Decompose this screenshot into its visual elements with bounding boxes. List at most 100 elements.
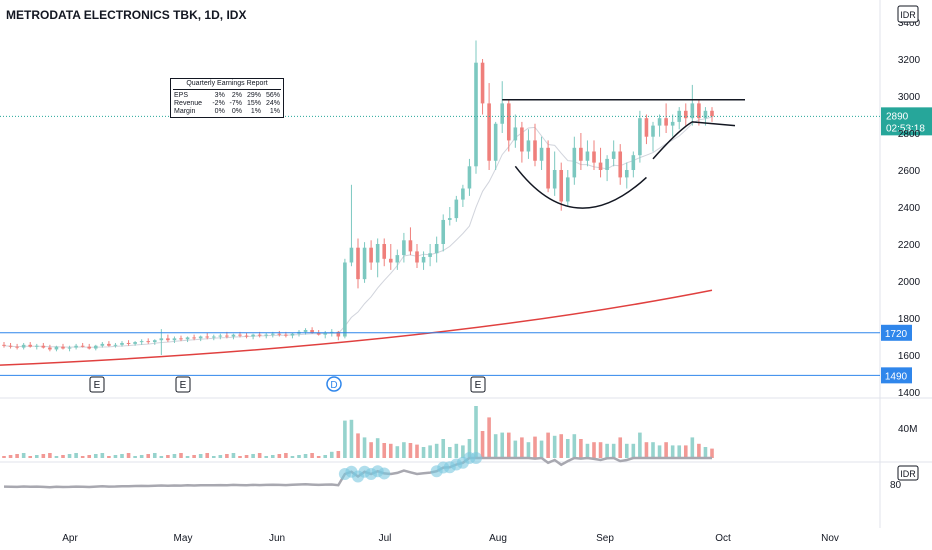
volume-bar [126, 453, 131, 458]
candle-body [192, 337, 196, 339]
row-label: Margin [174, 108, 196, 115]
candle-body [474, 62, 478, 167]
volume-bar [21, 453, 26, 458]
support-price-tag [881, 324, 912, 341]
x-tick-label: Nov [821, 533, 839, 544]
candle-body [323, 332, 328, 335]
volume-bar [565, 439, 570, 458]
earnings-marker [470, 376, 486, 393]
currency-badge [897, 5, 919, 23]
volume-bar [211, 456, 216, 458]
earnings-title: Quarterly Earnings Report [173, 80, 281, 90]
volume-bar [198, 454, 203, 458]
candle-body [487, 103, 491, 161]
candle-body [480, 62, 485, 104]
candle-body [500, 103, 505, 124]
volume-bar [290, 456, 295, 458]
volume-bar [690, 437, 695, 458]
volume-bar [670, 445, 675, 458]
candle-body [198, 336, 203, 339]
price-axis: 3400 3200 3000 2800 2600 2400 2200 2000 1800 1600… [897, 5, 921, 399]
rsi-highlight [378, 467, 391, 480]
cell: 24% [265, 100, 280, 107]
volume-bar [244, 455, 249, 458]
volume-bar [100, 453, 105, 458]
currency-badge-text: IDR [900, 10, 916, 20]
volume-bar [54, 456, 59, 458]
y-tick-label: 2800 [898, 129, 921, 140]
candle-body [80, 345, 85, 347]
volume-bar [2, 456, 6, 458]
candle-body [375, 244, 380, 263]
candle-body [611, 151, 616, 159]
volume-bar [8, 455, 13, 458]
volume-bar [113, 455, 118, 458]
cell: 1% [250, 108, 261, 115]
y-tick-label: 2000 [898, 277, 921, 288]
candle-body [28, 344, 33, 347]
earnings-row-revenue: Revenue -2% -7% 15% 24% [173, 100, 281, 108]
volume-bar [316, 456, 321, 458]
candle-body [677, 110, 682, 122]
candle-body [651, 125, 655, 137]
candle-body [644, 118, 649, 137]
candle-body [349, 247, 354, 263]
volume-bar [284, 453, 288, 458]
volume-bar [533, 436, 537, 458]
support-price-tag [881, 367, 912, 384]
volume-bar [74, 453, 78, 458]
earnings-marker [89, 376, 105, 393]
y-tick-label: 1400 [898, 388, 921, 399]
volume-bar [605, 443, 609, 458]
candle-body [703, 110, 708, 119]
candle-body [434, 244, 439, 254]
candle-body [303, 330, 308, 332]
volume-bar [375, 438, 380, 458]
support-price-label: 1490 [885, 371, 908, 382]
candle-body [87, 346, 92, 349]
volume-bar [657, 445, 662, 458]
dividend-marker-label: D [330, 380, 337, 391]
volume-bar [218, 455, 223, 458]
volume-bar [467, 439, 472, 458]
volume-bar [579, 439, 583, 458]
volume-bar [349, 419, 354, 458]
candle-body [565, 177, 570, 202]
cell: 2% [231, 92, 242, 99]
candle-body [454, 199, 459, 219]
volume-axis-label: 40M [898, 424, 917, 435]
rsi-axis-label: 80 [890, 480, 902, 491]
y-tick-label: 3000 [898, 92, 921, 103]
y-tick-label: 1600 [898, 351, 921, 362]
candle-body [126, 342, 131, 344]
candle-body [441, 219, 446, 244]
candle-body [277, 333, 282, 335]
candle-body [428, 253, 432, 257]
candle-body [421, 256, 426, 263]
candle-body [670, 121, 675, 126]
volume-bar [257, 453, 262, 458]
candle-body [244, 335, 249, 337]
volume-bar [526, 442, 531, 458]
rsi-highlight [470, 452, 482, 464]
volume-bar [264, 456, 269, 458]
volume-bar [310, 453, 314, 458]
handle-curve [652, 121, 736, 160]
y-tick-label: 3400 [898, 18, 921, 29]
candle-body [546, 147, 550, 189]
volume-bar [572, 434, 577, 458]
time-axis: Apr May Jun Jul Aug Sep Oct Nov [62, 533, 839, 544]
candle-body [690, 103, 695, 119]
volume-bar [343, 420, 347, 458]
chart-title: METRODATA ELECTRONICS TBK, 1D, IDX [6, 8, 247, 22]
candle-body [93, 345, 98, 349]
volume-bar [546, 432, 550, 458]
candle-body [539, 147, 544, 161]
candle-body [316, 332, 321, 335]
current-price-tag [881, 107, 932, 136]
y-tick-label: 2400 [898, 203, 921, 214]
x-tick-label: Jul [379, 533, 392, 544]
volume-bar [192, 455, 196, 458]
